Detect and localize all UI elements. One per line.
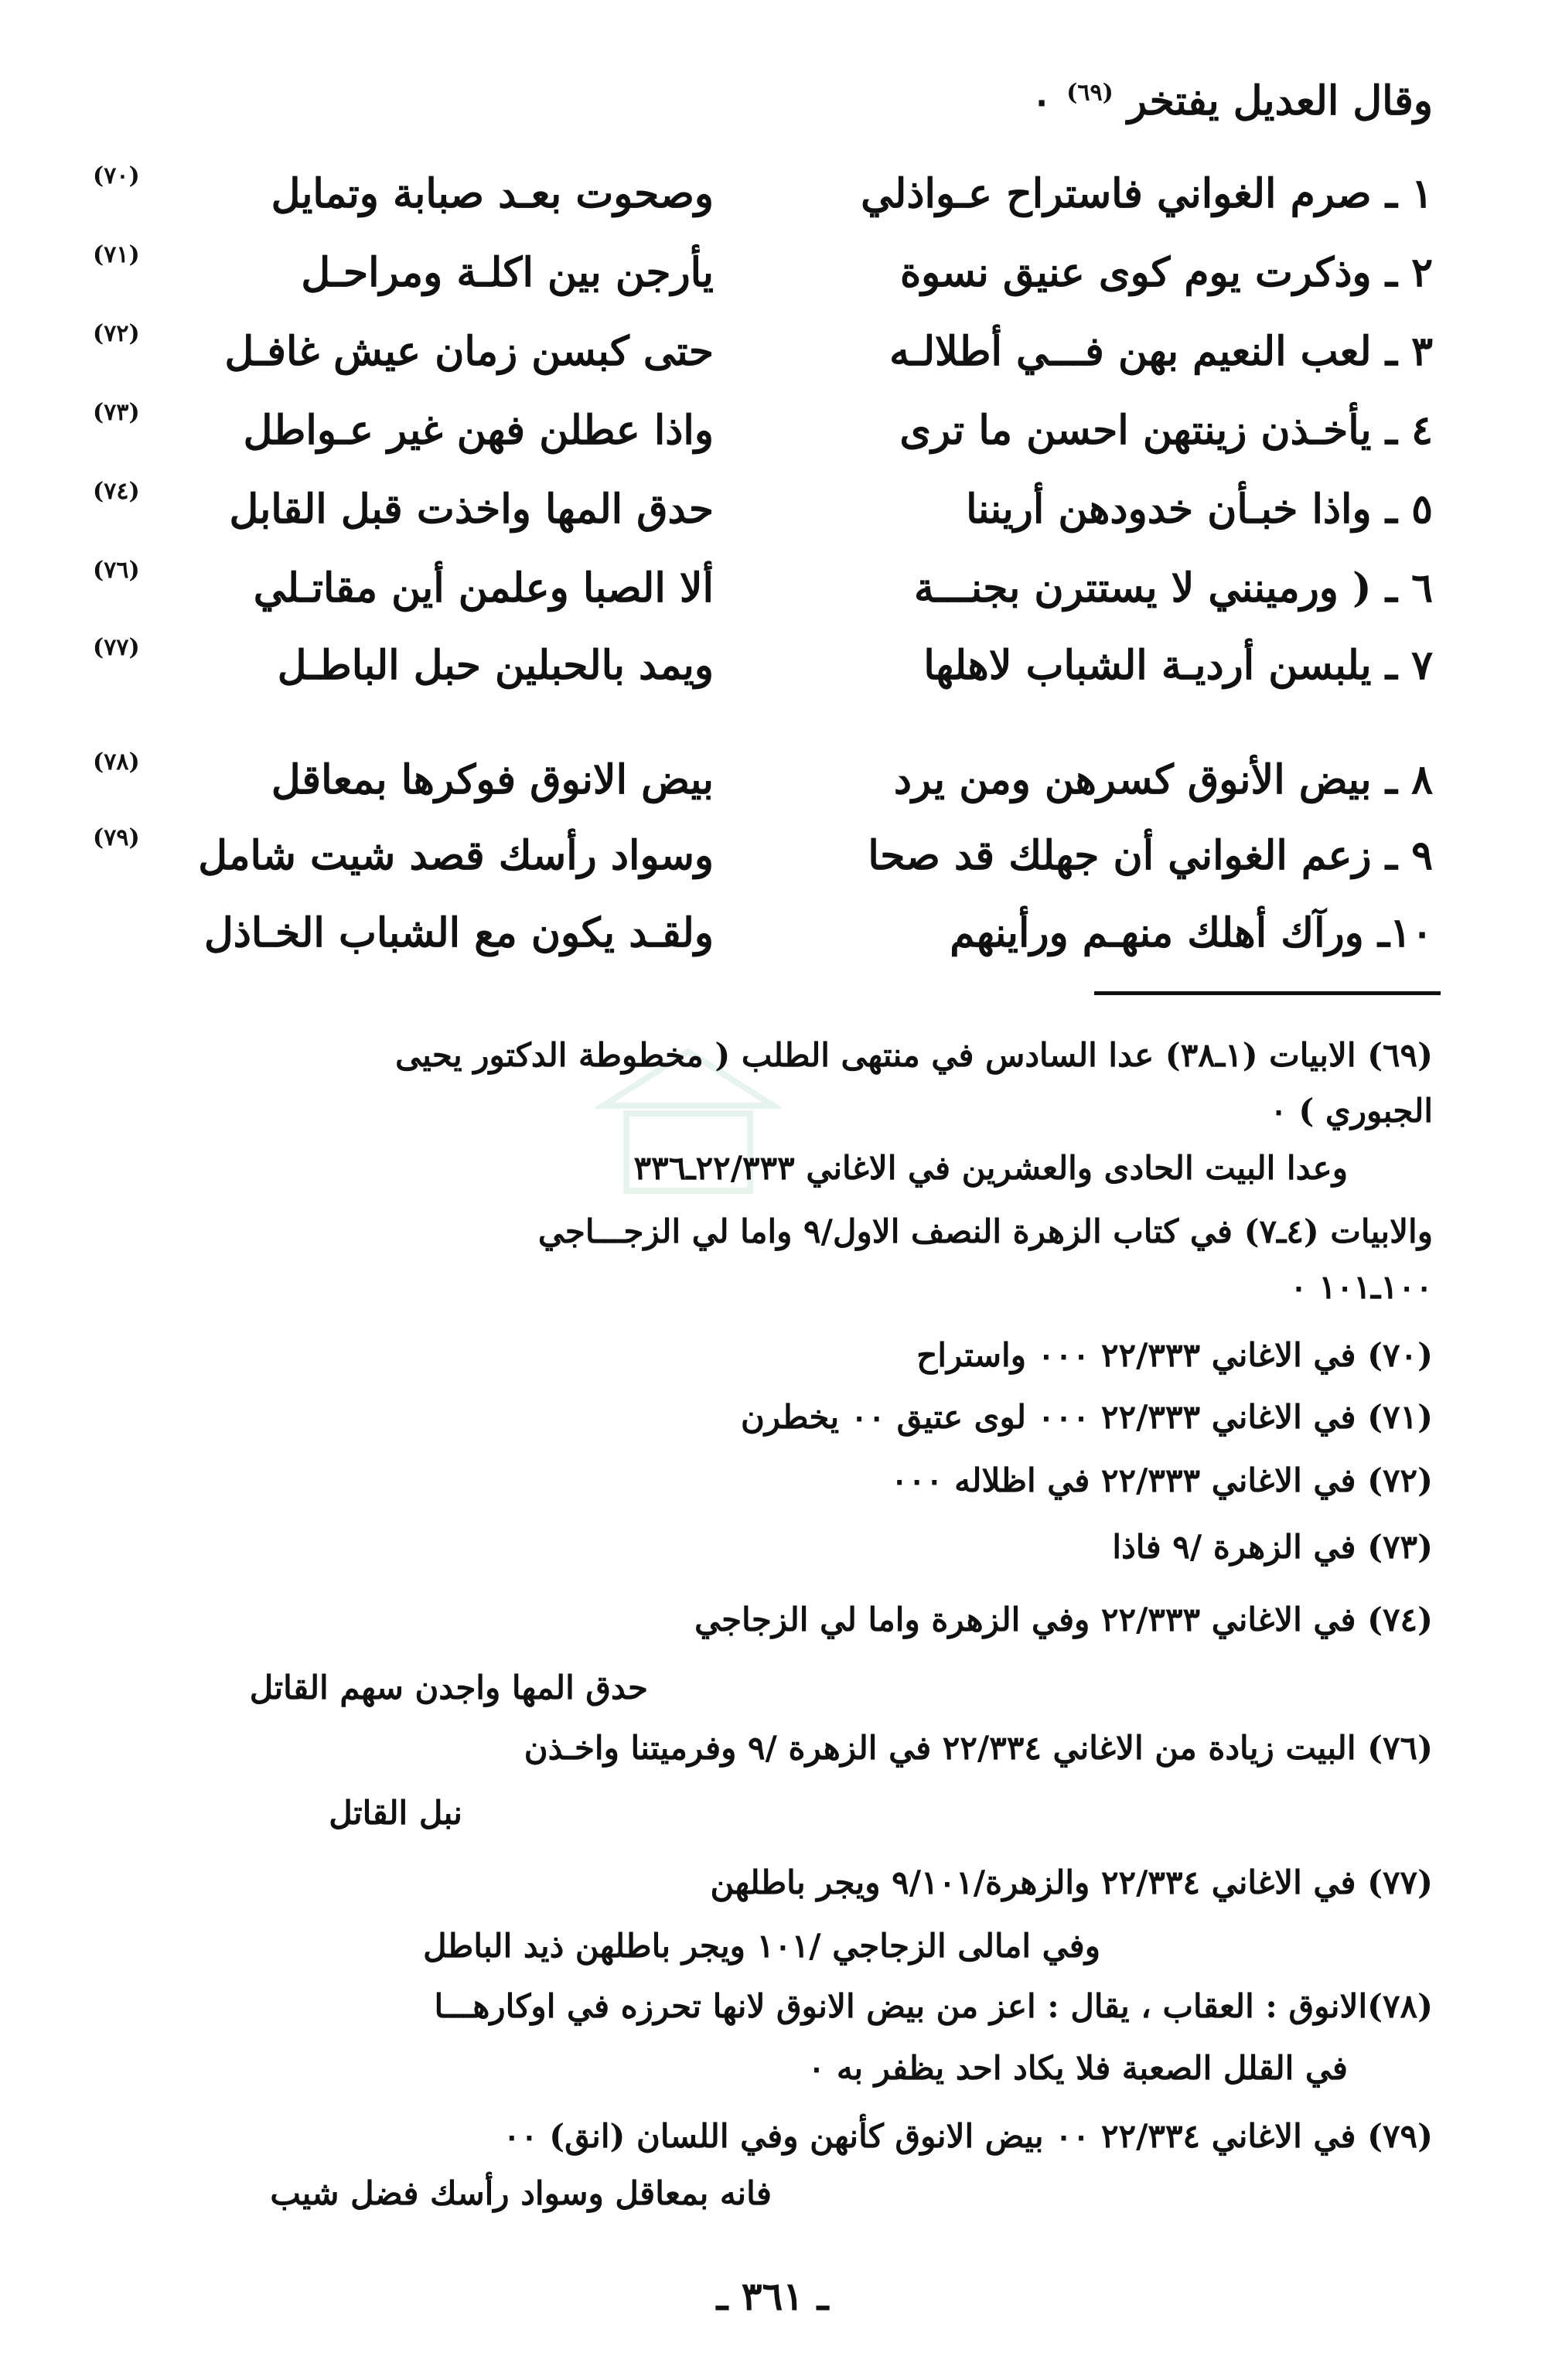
verse-second-hemistich: وسواد رأسك قصد شيت شامل [198,832,714,879]
verse-first-hemistich: ٤ ـ يأخـذن زينتهن احسن ما ترى [899,407,1433,454]
footnote-line: (٧٠) في الاغاني ٢٢/٣٣٣ ٠٠٠ واستراح [916,1336,1433,1374]
verse-footnote-ref: (٧٢) [93,320,140,347]
verse-first-hemistich: ٦ ـ ( ورمينني لا يستترن بجنـــة [914,564,1433,612]
footnote-line: نبل القاتل [329,1794,462,1832]
footnote-line: وفي امالى الزجاجي /١٠١ ويجر باطلهن ذيد ا… [423,1927,1100,1965]
footnote-line: (٧٦) البيت زيادة من الاغاني ٢٢/٣٣٤ في ال… [524,1729,1433,1767]
verse-second-hemistich: بيض الانوق فوكرها بمعاقل [271,756,714,803]
footnote-line: حدق المها واجدن سهم القاتل [249,1669,648,1707]
intro-end: ٠ [1031,77,1053,124]
footnote-line: (٦٩) الابيات (١ـ٣٨) عدا السادس في منتهى … [395,1036,1433,1074]
footnote-line: ١٠٠ـ١٠١ ٠ [1290,1268,1433,1306]
footnote-line: فانه بمعاقل وسواد رأسك فضل شيب [270,2174,772,2212]
verse-footnote-ref: (٧٤) [93,478,140,505]
footnote-line: الجبوري ) ٠ [1270,1092,1433,1130]
verse-second-hemistich: ولقـد يكون مع الشباب الخـاذل [203,909,714,956]
verse-first-hemistich: ١٠ـ ورآك أهلك منهـم ورأينهم [950,909,1433,956]
verse-footnote-ref: (٧١) [93,241,140,268]
footnote-line: (٧٧) في الاغاني ٢٢/٣٣٤ والزهرة/٩/١٠١ ويج… [710,1863,1434,1901]
verse-first-hemistich: ٣ ـ لعب النعيم بهن فـــي أطلالـه [889,328,1433,375]
verse-first-hemistich: ٩ ـ زعم الغواني أن جهلك قد صحا [868,832,1433,879]
verse-first-hemistich: ٧ ـ يلبسن أرديـة الشباب لاهلها [923,642,1433,689]
footnote-line: (٧٣) في الزهرة /٩ فاذا [1112,1528,1433,1566]
footnote-line: وعدا البيت الحادى والعشرين في الاغاني ٢٢… [633,1149,1348,1187]
footnote-line: (٧٩) في الاغاني ٢٢/٣٣٤ ٠٠ بيض الانوق كأن… [503,2117,1433,2155]
footnote-line: (٧٨)الانوق : العقاب ، يقال : اعز من بيض … [434,1987,1434,2025]
verse-second-hemistich: حتى كبسن زمان عيش غافـل [224,328,714,375]
footnote-line: (٧٢) في الاغاني ٢٢/٣٣٣ في اظلاله ٠٠٠ [890,1461,1433,1499]
footnote-line: (٧١) في الاغاني ٢٢/٣٣٣ ٠٠٠ لوى عتيق ٠٠ ي… [740,1398,1433,1436]
verse-footnote-ref: (٧٣) [93,399,140,426]
verse-first-hemistich: ٢ ـ وذكرت يوم كوى عنيق نسوة [899,249,1433,296]
footnote-line: والابيات (٤ـ٧) في كتاب الزهرة النصف الاو… [537,1212,1433,1250]
intro-text: وقال العديل يفتخر [1127,77,1433,124]
verse-footnote-ref: (٧٨) [93,748,140,776]
verse-footnote-ref: (٧٦) [93,557,140,584]
footnote-line: في القلل الصعبة فلا يكاد احد يظفر به ٠ [807,2049,1348,2087]
page-number: ـ ٣٦١ ـ [716,2273,829,2319]
verse-second-hemistich: حدق المها واخذت قبل القابل [229,486,714,533]
intro-note-ref: (٦٩) [1066,79,1114,107]
verse-footnote-ref: (٧٩) [93,824,140,851]
verse-second-hemistich: ويمد بالحبلين حبل الباطـل [277,642,714,689]
verse-footnote-ref: (٧٠) [93,162,140,189]
verse-first-hemistich: ١ ـ صرم الغواني فاستراح عـواذلي [861,170,1433,217]
verse-first-hemistich: ٥ ـ واذا خبـأن خدودهن أريننا [966,486,1433,533]
verse-second-hemistich: وصحوت بعـد صبابة وتمايل [271,170,714,217]
verse-second-hemistich: يأرجن بين اكلـة ومراحـل [301,249,714,296]
poem-intro: وقال العديل يفتخر (٦٩) ٠ [1031,77,1433,124]
verse-second-hemistich: ألا الصبا وعلمن أين مقاتـلي [253,564,714,612]
verse-second-hemistich: واذا عطلن فهن غير عـواطل [243,407,714,454]
footnote-line: (٧٤) في الاغاني ٢٢/٣٣٣ وفي الزهرة واما ل… [694,1601,1433,1638]
verse-first-hemistich: ٨ ـ بيض الأنوق كسرهن ومن يرد [893,756,1433,803]
footnote-divider [1094,991,1441,995]
watermark-logo [595,1048,781,1194]
verse-footnote-ref: (٧٧) [93,634,140,661]
